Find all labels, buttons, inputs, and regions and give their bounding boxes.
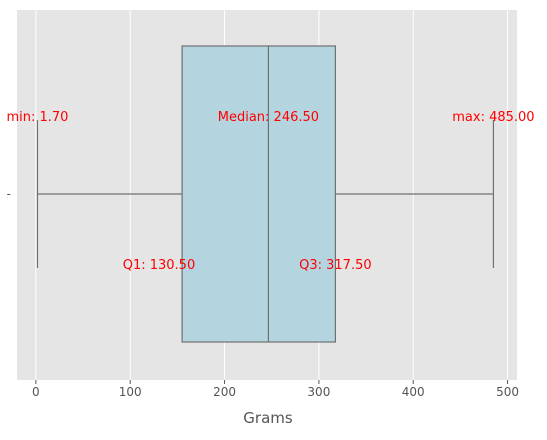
x-tick-label: 200 [213, 385, 236, 399]
x-tick-label: 300 [307, 385, 330, 399]
x-tick-label: 100 [119, 385, 142, 399]
annotations: min: 1.70 Median: 246.50 max: 485.00 Q1: 13… [6, 110, 534, 273]
annotation-label: max: 485.00 [452, 110, 534, 125]
y-tick-label: - [7, 187, 11, 201]
x-tick-label: 0 [32, 385, 40, 399]
axes: 0 100 200 300 400 500 [32, 380, 519, 399]
x-tick-label: 400 [402, 385, 425, 399]
annotation-label: Q3: 317.50 [299, 258, 372, 273]
box-plot [36, 45, 495, 343]
annotation-label: Median: 246.50 [218, 110, 319, 125]
interquartile-box [181, 45, 336, 343]
x-tick-label: 500 [496, 385, 519, 399]
annotation-label: Q1: 130.50 [123, 258, 196, 273]
annotation-label: min: 1.70 [6, 110, 68, 125]
x-axis-label: Grams [243, 409, 293, 427]
